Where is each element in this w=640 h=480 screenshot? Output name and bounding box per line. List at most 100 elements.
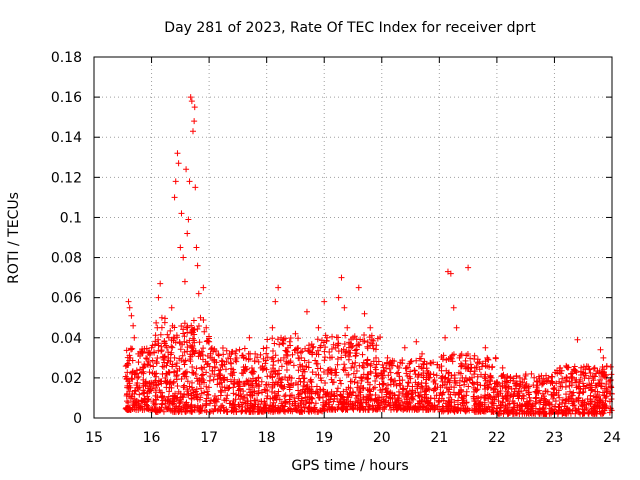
data-point — [153, 382, 160, 389]
data-point — [530, 410, 537, 417]
data-point — [176, 403, 183, 410]
data-point — [366, 387, 373, 394]
data-point — [587, 370, 594, 377]
data-point — [345, 384, 352, 391]
data-point — [174, 382, 181, 389]
data-point — [157, 280, 164, 287]
data-point — [544, 377, 551, 384]
data-point — [426, 402, 433, 409]
data-point — [279, 384, 286, 391]
data-point — [292, 330, 299, 337]
data-point — [558, 379, 565, 386]
data-point — [276, 341, 283, 348]
data-point — [141, 389, 148, 396]
data-point — [163, 362, 170, 369]
data-point — [440, 397, 447, 404]
data-point — [379, 361, 386, 368]
data-point — [286, 382, 293, 389]
data-point — [287, 408, 294, 415]
data-point — [387, 369, 394, 376]
data-point — [576, 390, 583, 397]
data-point — [200, 345, 207, 352]
data-point — [195, 323, 202, 330]
data-point — [191, 406, 198, 413]
data-point — [123, 347, 130, 354]
data-point — [230, 390, 237, 397]
data-point — [406, 406, 413, 413]
data-point — [233, 406, 240, 413]
data-point — [232, 401, 239, 408]
data-point — [581, 375, 588, 382]
data-point — [172, 339, 179, 346]
data-point — [246, 334, 253, 341]
data-point — [573, 396, 580, 403]
data-point — [423, 406, 430, 413]
data-point — [421, 394, 428, 401]
data-point — [350, 334, 356, 341]
data-point — [354, 405, 361, 412]
data-point — [413, 406, 420, 413]
data-point — [322, 391, 329, 398]
data-point — [390, 378, 397, 385]
data-point — [516, 407, 523, 414]
axes: 15 16 17 18 19 20 21 22 23 24 0 0.02 0.04 0.06 0.08 0.1… — [51, 50, 621, 446]
data-point — [203, 401, 210, 408]
data-point — [352, 374, 359, 381]
data-point — [144, 405, 151, 412]
data-point — [592, 394, 599, 401]
data-point — [176, 355, 183, 362]
data-point — [166, 388, 173, 395]
data-point — [305, 359, 312, 366]
data-point — [263, 395, 270, 402]
data-point — [148, 344, 155, 351]
data-point — [395, 388, 402, 395]
data-point — [211, 402, 218, 409]
data-point — [151, 370, 158, 377]
data-point — [197, 394, 204, 401]
data-point — [306, 400, 313, 407]
data-point — [569, 408, 576, 415]
data-point — [161, 394, 168, 401]
data-point — [218, 389, 225, 396]
data-point — [177, 244, 184, 251]
data-point — [387, 359, 394, 366]
data-point — [211, 392, 218, 399]
data-point — [447, 355, 454, 362]
data-point — [411, 367, 418, 374]
data-point — [141, 399, 148, 406]
data-point — [145, 396, 152, 403]
data-point — [458, 351, 465, 358]
data-point — [367, 368, 374, 375]
data-point — [592, 373, 599, 380]
data-point — [196, 339, 203, 346]
plot-frame — [93, 56, 613, 419]
data-point — [298, 388, 305, 395]
x-tick-label: 18 — [258, 430, 276, 446]
data-point — [176, 397, 183, 404]
data-point — [488, 399, 495, 406]
data-point — [508, 408, 515, 415]
data-point — [196, 349, 203, 356]
data-point — [581, 406, 588, 413]
data-point — [355, 284, 362, 291]
data-point — [517, 382, 524, 389]
data-point — [187, 94, 194, 101]
data-point — [254, 390, 261, 397]
data-point — [443, 404, 450, 411]
data-point — [292, 346, 299, 353]
data-point — [179, 393, 186, 400]
data-point — [263, 344, 270, 351]
data-point — [551, 384, 558, 391]
data-point — [126, 404, 133, 411]
data-point — [494, 389, 501, 396]
data-point — [338, 393, 345, 400]
data-point — [248, 365, 255, 371]
data-point — [372, 378, 379, 385]
data-point — [162, 378, 169, 385]
data-point — [475, 394, 482, 401]
data-point — [135, 359, 142, 366]
data-point — [358, 374, 365, 381]
data-point — [233, 391, 240, 398]
data-point — [530, 410, 537, 417]
data-point — [591, 403, 598, 410]
